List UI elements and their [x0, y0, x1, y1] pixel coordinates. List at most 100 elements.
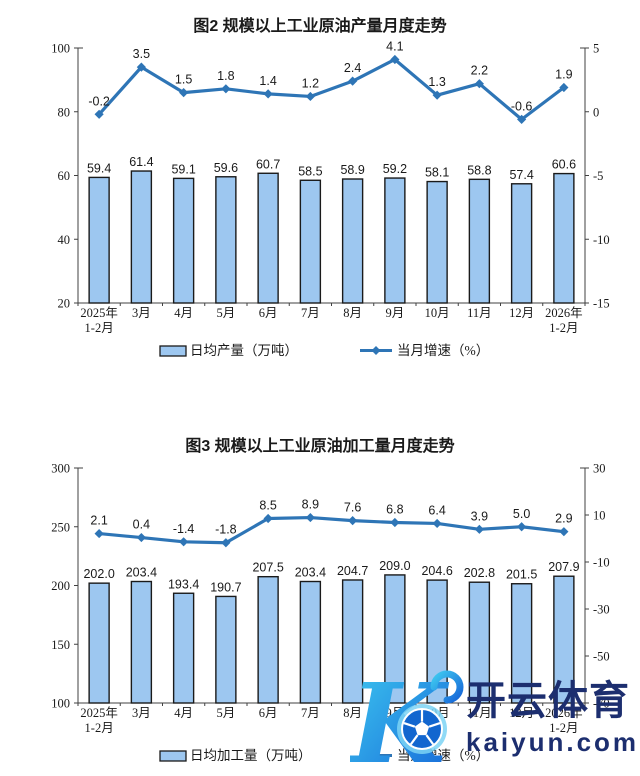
right-tick-label: 30 — [593, 462, 606, 476]
right-tick-label: -30 — [593, 603, 610, 617]
line-value-label: -0.2 — [88, 94, 110, 108]
x-category-label: 3月 — [132, 706, 151, 720]
line-value-label: 1.9 — [555, 68, 572, 82]
line-point — [136, 62, 146, 72]
x-category-label: 2025年 — [80, 706, 118, 720]
x-category-label: 3月 — [132, 306, 151, 320]
line-point — [517, 522, 527, 532]
x-category-label: 8月 — [343, 706, 362, 720]
line-point — [179, 537, 189, 547]
bar — [299, 580, 322, 704]
x-category-label: 9月 — [385, 306, 404, 320]
x-category-label: 2026年 — [545, 706, 583, 720]
left-tick-label: 150 — [51, 638, 70, 652]
left-tick-label: 20 — [58, 297, 71, 311]
line-value-label: 2.4 — [344, 61, 361, 75]
bar-value-label: 59.6 — [214, 161, 238, 175]
bar — [88, 176, 110, 304]
bar — [384, 574, 406, 704]
line-value-label: -0.6 — [511, 99, 533, 113]
right-tick-label: 0 — [593, 105, 599, 119]
left-tick-label: 100 — [51, 697, 70, 711]
line-point — [474, 79, 484, 89]
bar — [215, 176, 237, 304]
x-category-label: 1-2月 — [85, 321, 114, 335]
line-value-label: 3.5 — [133, 47, 150, 61]
x-category-label: 5月 — [216, 706, 235, 720]
bar-value-label: 58.1 — [425, 166, 449, 180]
right-tick-label: -15 — [593, 297, 610, 311]
bar — [172, 592, 195, 704]
line-value-label: 0.4 — [133, 518, 150, 532]
kaiyun-k-soccer-icon: K — [350, 665, 464, 776]
right-tick-label: 10 — [593, 509, 606, 523]
bar-value-label: 202.8 — [464, 566, 495, 580]
line-point — [305, 91, 315, 102]
x-category-label: 1-2月 — [549, 321, 578, 335]
bar — [257, 575, 279, 704]
x-category-label: 2025年 — [80, 306, 118, 320]
bar — [88, 582, 110, 704]
line-value-label: 1.3 — [428, 75, 445, 89]
right-tick-label: 5 — [593, 42, 599, 56]
bar-value-label: 190.7 — [210, 580, 241, 594]
left-tick-label: 200 — [51, 579, 70, 593]
line-point — [348, 516, 358, 526]
watermark-domain-text: kaiyun.com — [466, 727, 640, 757]
watermark-brand-text: 开云体育 — [466, 679, 630, 723]
line-point — [517, 114, 527, 124]
bar-value-label: 57.4 — [509, 168, 533, 182]
bar-value-label: 204.6 — [421, 564, 452, 578]
bar — [510, 583, 533, 704]
line-value-label: 1.4 — [259, 74, 276, 88]
legend-line-marker — [371, 751, 381, 760]
bar — [341, 579, 364, 704]
x-category-label: 10月 — [425, 306, 450, 320]
line-point — [348, 76, 358, 86]
line-value-label: -1.4 — [173, 522, 195, 536]
bar-value-label: 203.4 — [126, 566, 157, 580]
x-category-label: 12月 — [509, 706, 534, 720]
x-category-label: 8月 — [343, 306, 362, 320]
bar-value-label: 202.0 — [83, 567, 114, 581]
bar — [553, 575, 575, 704]
bar — [130, 170, 153, 304]
legend-bar-swatch — [159, 345, 187, 357]
line-value-label: 4.1 — [386, 39, 403, 53]
bar-value-label: 60.7 — [256, 157, 280, 171]
bar-value-label: 193.4 — [168, 577, 199, 591]
x-category-label: 4月 — [174, 706, 193, 720]
legend-line-label: 当月增速（%） — [397, 343, 489, 358]
right-tick-label: -5 — [593, 169, 603, 183]
line-value-label: 2.9 — [555, 512, 572, 526]
line-value-label: 8.9 — [302, 498, 319, 512]
x-category-label: 7月 — [301, 306, 320, 320]
line-value-label: 3.9 — [471, 509, 488, 523]
line-point — [432, 518, 442, 529]
line-point — [559, 527, 569, 537]
line-value-label: 1.2 — [302, 76, 319, 90]
bar-value-label: 59.2 — [383, 162, 407, 176]
bar — [426, 180, 448, 304]
line-value-label: 5.0 — [513, 507, 530, 521]
line-point — [136, 532, 146, 543]
chart2-title: 图2 规模以上工业原油产量月度走势 — [193, 18, 447, 35]
bar-value-label: 207.9 — [548, 560, 579, 574]
bar — [299, 179, 322, 304]
right-tick-label: -50 — [593, 650, 610, 664]
x-category-label: 1-2月 — [549, 721, 578, 735]
x-category-label: 2026年 — [545, 306, 583, 320]
line-value-label: 7.6 — [344, 501, 361, 515]
left-tick-label: 250 — [51, 520, 70, 534]
crude-oil-output-chart: 100 80 60 40 20 5 0 -5 -10 -15 59.4 61.4 59.1 59.6 60.… — [51, 39, 610, 358]
line-point — [390, 54, 400, 65]
left-tick-label: 60 — [58, 169, 71, 183]
right-tick-label: -10 — [593, 556, 610, 570]
line-point — [221, 84, 231, 94]
line-point — [179, 88, 189, 98]
x-category-label: 7月 — [301, 706, 320, 720]
growth-line — [97, 57, 565, 122]
bar — [341, 178, 364, 304]
left-tick-label: 100 — [51, 42, 70, 56]
